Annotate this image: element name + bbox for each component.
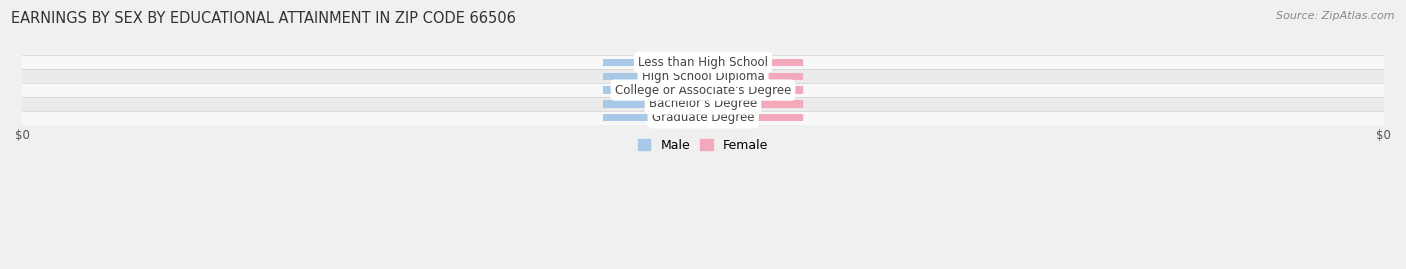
Text: EARNINGS BY SEX BY EDUCATIONAL ATTAINMENT IN ZIP CODE 66506: EARNINGS BY SEX BY EDUCATIONAL ATTAINMEN… [11, 11, 516, 26]
Text: $0: $0 [745, 113, 761, 123]
Bar [703, 59, 803, 66]
Bar [703, 73, 803, 80]
Text: $0: $0 [645, 71, 661, 81]
Bar [603, 114, 703, 122]
Text: Graduate Degree: Graduate Degree [652, 111, 754, 124]
Text: $0: $0 [745, 85, 761, 95]
Bar [603, 59, 703, 66]
Bar [703, 86, 803, 94]
Text: $0: $0 [745, 99, 761, 109]
Bar [703, 114, 803, 122]
Text: Bachelor's Degree: Bachelor's Degree [650, 97, 756, 111]
Bar [22, 69, 1384, 83]
Text: Less than High School: Less than High School [638, 56, 768, 69]
Text: $0: $0 [745, 71, 761, 81]
Bar [22, 111, 1384, 125]
Bar [22, 83, 1384, 97]
Bar [603, 73, 703, 80]
Text: College or Associate's Degree: College or Associate's Degree [614, 84, 792, 97]
Text: $0: $0 [645, 99, 661, 109]
Text: $0: $0 [645, 57, 661, 67]
Bar [603, 86, 703, 94]
Bar [22, 97, 1384, 111]
Bar [603, 100, 703, 108]
Text: Source: ZipAtlas.com: Source: ZipAtlas.com [1277, 11, 1395, 21]
Text: High School Diploma: High School Diploma [641, 70, 765, 83]
Text: $0: $0 [645, 85, 661, 95]
Text: $0: $0 [645, 113, 661, 123]
Text: $0: $0 [745, 57, 761, 67]
Bar [703, 100, 803, 108]
Legend: Male, Female: Male, Female [633, 134, 773, 157]
Bar [22, 55, 1384, 69]
